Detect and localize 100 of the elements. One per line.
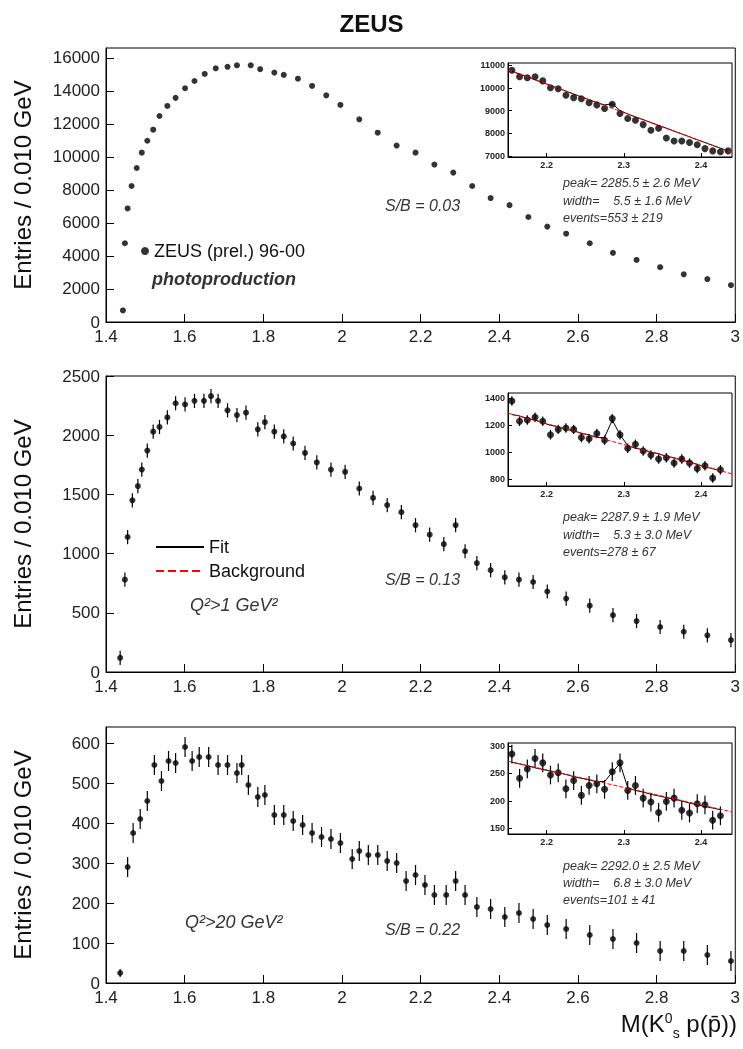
point (539, 759, 547, 767)
y-tick-label: 1000 (62, 544, 100, 564)
annotation: events=278 ± 67 (563, 544, 657, 559)
point (254, 794, 261, 800)
x-tick-label: 2.4 (694, 159, 708, 170)
point (657, 264, 664, 271)
point (431, 161, 438, 168)
x-tick-label: 3 (730, 988, 741, 1007)
y-tick-label: 4000 (62, 246, 100, 266)
point (639, 121, 647, 129)
point (233, 412, 240, 419)
point (440, 541, 447, 548)
y-tick-label: 250 (489, 768, 505, 779)
point (191, 397, 198, 404)
x-tick-label: 2.2 (540, 836, 553, 847)
x-tick-label: 1.6 (172, 988, 197, 1007)
point (450, 169, 457, 176)
annotation: peak= 2287.9 ± 1.9 MeV (562, 509, 702, 524)
point (117, 654, 124, 661)
point (280, 812, 287, 818)
y-tick-label: 1000 (484, 447, 505, 458)
point (426, 531, 433, 538)
point (655, 808, 663, 816)
point (182, 744, 189, 750)
point (245, 782, 252, 788)
y-tick-label: 6000 (62, 213, 100, 233)
point (356, 848, 363, 854)
point (247, 62, 254, 69)
y-tick-label: 1400 (484, 393, 505, 404)
y-tick-label: 500 (71, 773, 100, 793)
point (506, 202, 513, 209)
point (443, 892, 450, 898)
point (412, 522, 419, 529)
point (501, 914, 508, 920)
y-tick-label: 8000 (62, 180, 100, 200)
point (124, 205, 131, 212)
point (243, 409, 250, 416)
point (530, 579, 537, 586)
point (205, 754, 212, 760)
point (709, 147, 717, 155)
point (473, 904, 480, 910)
point (487, 906, 494, 912)
x-tick-label: 2.3 (617, 836, 631, 847)
point (431, 892, 438, 898)
point (709, 816, 717, 824)
point (121, 240, 128, 247)
annotation: peak= 2292.0 ± 2.5 MeV (562, 858, 702, 873)
point (374, 129, 381, 136)
x-tick-label: 3 (730, 327, 741, 346)
annotation: events=553 ± 219 (563, 210, 663, 225)
point (129, 497, 136, 504)
point (462, 892, 469, 898)
x-tick-label: 2.4 (694, 488, 708, 499)
point (516, 774, 524, 782)
point (342, 468, 349, 475)
point (208, 393, 215, 400)
x-tick-label: 2.4 (487, 327, 512, 346)
point (215, 762, 222, 768)
point (233, 62, 240, 69)
point (701, 145, 709, 153)
point (704, 632, 711, 639)
y-tick-label: 300 (489, 740, 505, 751)
x-tick-label: 2.4 (694, 836, 708, 847)
point (349, 856, 356, 862)
y-tick-label: 16000 (52, 48, 100, 68)
point (290, 440, 297, 447)
y-tick-label: 300 (71, 853, 100, 873)
point (469, 182, 476, 189)
y-tick-label: 2500 (62, 366, 100, 386)
point (562, 91, 570, 99)
point (680, 948, 687, 954)
x-tick-label: 3 (730, 677, 741, 696)
annotation: S/B = 0.13 (385, 570, 461, 588)
point (531, 754, 539, 762)
point (686, 139, 694, 146)
x-tick-label: 2.4 (487, 677, 512, 696)
point (563, 926, 570, 932)
annotation: width= 5.3 ± 3.0 MeV (563, 527, 693, 542)
x-tick-label: 2.3 (617, 488, 631, 499)
point (601, 785, 609, 793)
annotation: width= 5.5 ± 1.6 MeV (563, 193, 693, 208)
y-tick-label: 400 (71, 813, 100, 833)
point (164, 414, 171, 421)
point (633, 256, 640, 263)
point (151, 762, 158, 768)
point (172, 400, 179, 407)
point (124, 534, 131, 541)
point (609, 612, 616, 619)
x-tick-label: 1.4 (94, 677, 118, 696)
point (577, 791, 585, 799)
y-tick-label: 14000 (52, 81, 100, 101)
point (704, 952, 711, 958)
point (356, 116, 363, 123)
annotation: S/B = 0.22 (385, 920, 461, 938)
point (657, 948, 664, 954)
y-tick-label: 200 (489, 795, 505, 806)
y-tick-label: 8000 (484, 128, 505, 139)
point (704, 276, 711, 283)
point (563, 595, 570, 602)
x-tick-label: 2.8 (644, 327, 669, 346)
